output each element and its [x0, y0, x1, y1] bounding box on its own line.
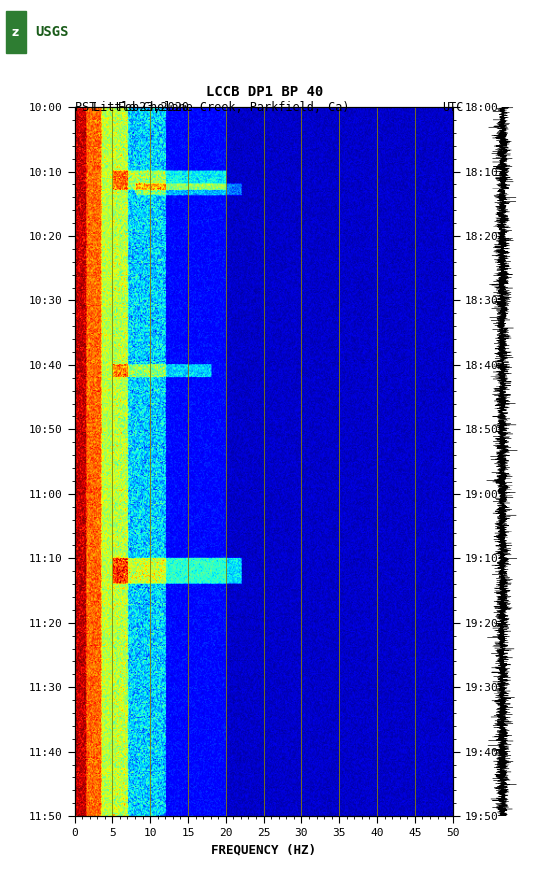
Text: z: z	[12, 26, 19, 39]
Text: PST   Feb23,2020: PST Feb23,2020	[75, 101, 189, 113]
Text: LCCB DP1 BP 40: LCCB DP1 BP 40	[206, 85, 323, 99]
Text: USGS: USGS	[35, 26, 69, 39]
X-axis label: FREQUENCY (HZ): FREQUENCY (HZ)	[211, 844, 316, 856]
Bar	[6, 12, 25, 54]
Text: Little Cholane Creek, Parkfield, Ca): Little Cholane Creek, Parkfield, Ca)	[93, 101, 349, 113]
Text: UTC: UTC	[442, 101, 463, 113]
